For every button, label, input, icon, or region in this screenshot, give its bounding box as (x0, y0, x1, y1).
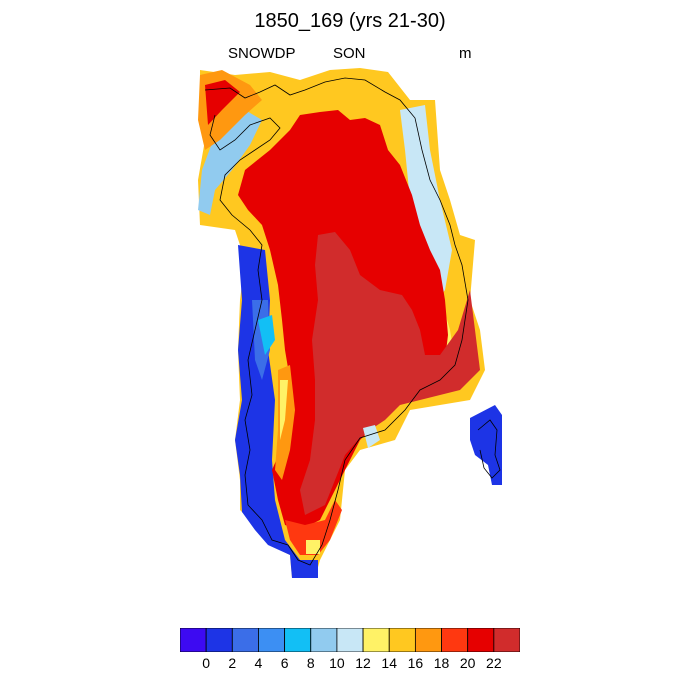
colorbar-swatch-5 (310, 628, 338, 652)
north-west-strip-red (205, 80, 240, 125)
colorbar-swatch-12 (493, 628, 520, 652)
colorbar-swatch-10 (441, 628, 469, 652)
colorbar-tick-label: 14 (381, 655, 397, 671)
colorbar-tick-label: 0 (202, 655, 211, 671)
plot-title: 1850_169 (yrs 21-30) (254, 10, 446, 32)
south-tip-yellow (306, 540, 320, 554)
colorbar (180, 628, 520, 652)
colorbar-tick-label: 6 (280, 655, 289, 671)
west-coast-cyan (258, 315, 275, 355)
units-label: m (459, 45, 472, 62)
west-rim-yellow (280, 380, 288, 440)
colorbar-tick-label: 8 (306, 655, 315, 671)
colorbar-swatch-1 (205, 628, 233, 652)
variable-label: SNOWDP (228, 45, 296, 62)
colorbar-swatch-4 (284, 628, 312, 652)
colorbar-swatch-11 (467, 628, 495, 652)
interior-core (300, 232, 480, 515)
colorbar-tick-label: 2 (228, 655, 237, 671)
colorbar-swatch-6 (336, 628, 364, 652)
colorbar-tick-label: 12 (355, 655, 371, 671)
coastline-island (477, 419, 501, 479)
coastline (204, 77, 469, 566)
colorbar-swatch-8 (388, 628, 416, 652)
colorbar-tick-label: 20 (459, 655, 476, 671)
colorbar-tick-label: 10 (329, 655, 345, 671)
colorbar-tick-label: 16 (407, 655, 424, 671)
colorbar-tick-label: 22 (486, 655, 502, 671)
colorbar-swatch-9 (414, 628, 442, 652)
colorbar-swatch-3 (258, 628, 286, 652)
colorbar-swatch-2 (231, 628, 259, 652)
coastal-band-lightblue-east (400, 105, 452, 310)
colorbar-swatch-7 (362, 628, 390, 652)
south-tip-red (285, 500, 342, 555)
colorbar-tick-label: 4 (254, 655, 263, 671)
east-island (470, 405, 502, 485)
coastal-band-lightblue (198, 110, 262, 215)
colorbar-tick-label: 18 (433, 655, 450, 671)
colorbar-swatch-0 (180, 628, 207, 652)
season-label: SON (333, 45, 366, 62)
east-island-lightblue (363, 425, 380, 448)
